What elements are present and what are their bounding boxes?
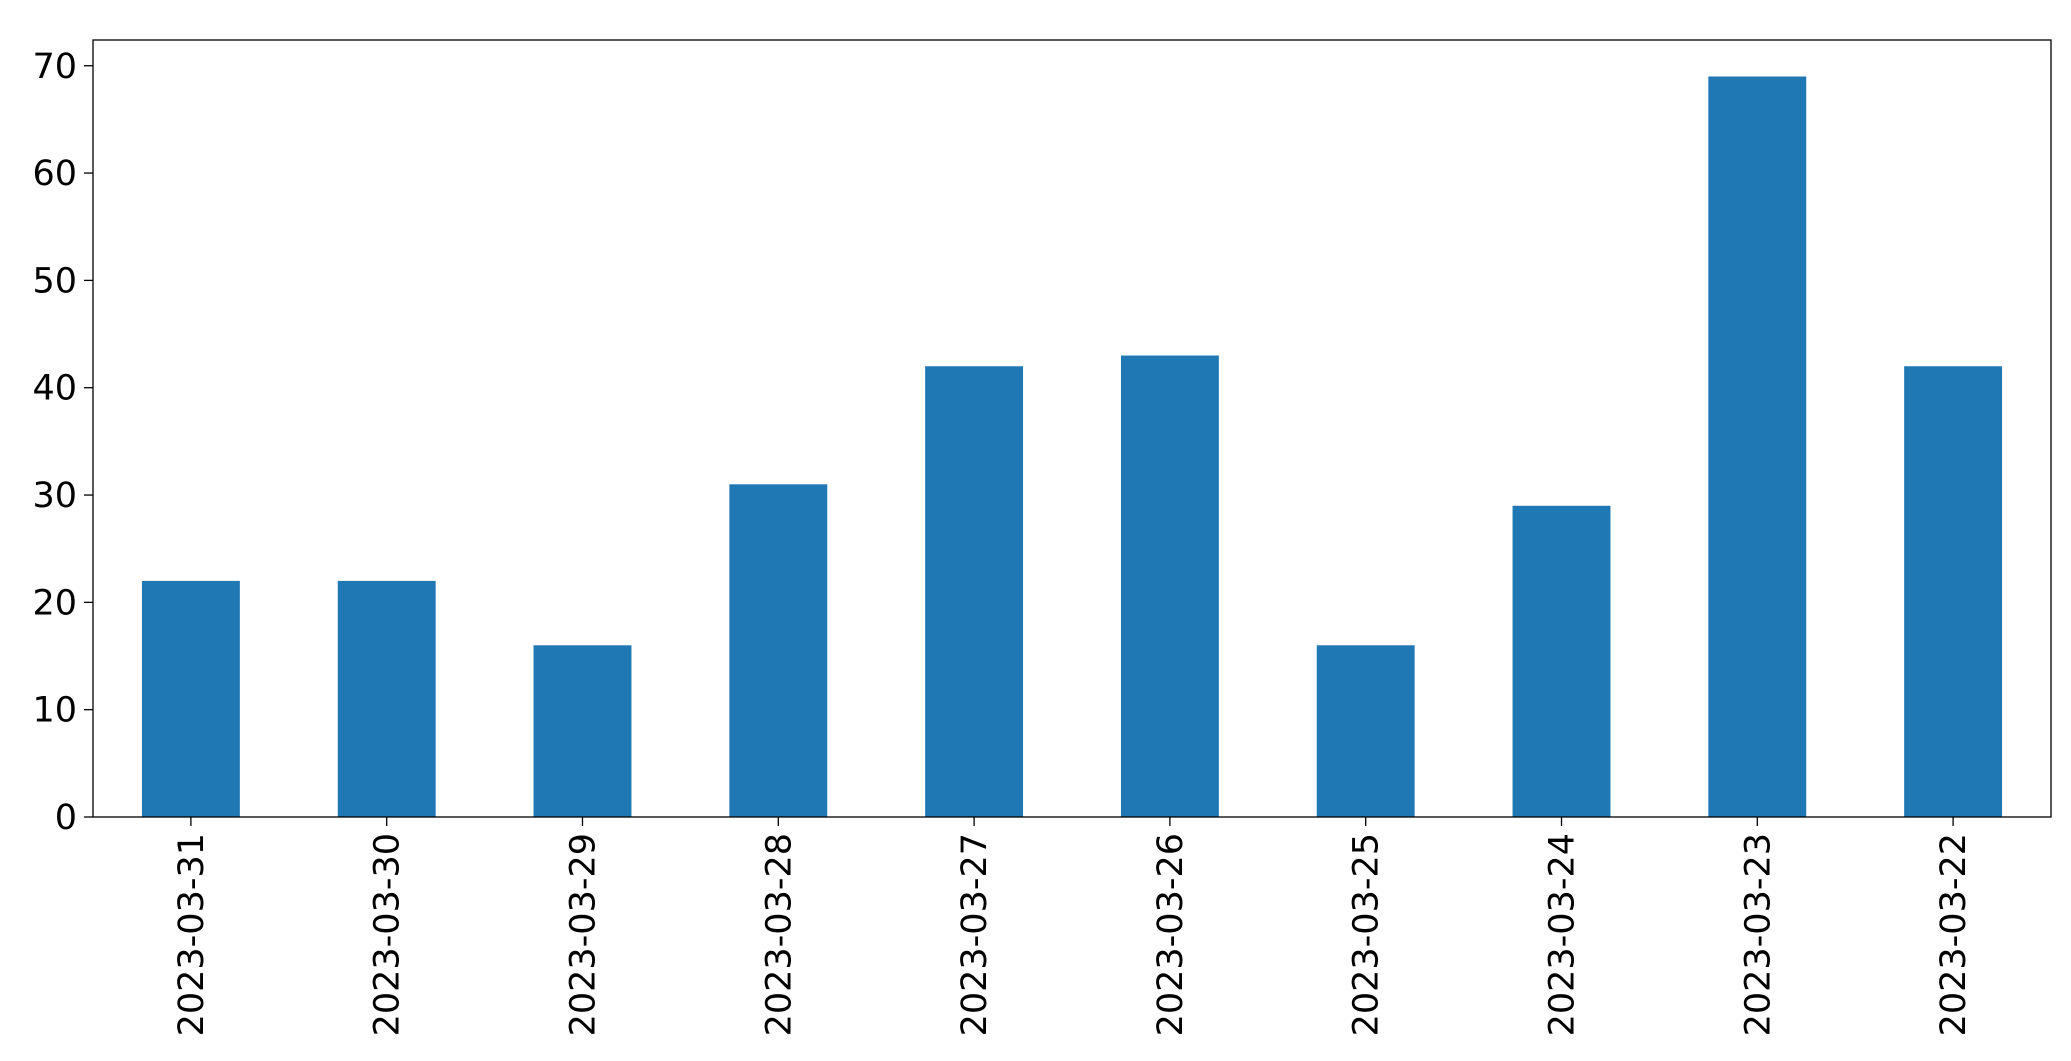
x-tick-label: 2023-03-23 (1738, 833, 1778, 1036)
y-tick-label: 50 (32, 261, 77, 301)
y-tick-label: 30 (32, 476, 77, 516)
x-tick-label: 2023-03-28 (759, 833, 799, 1036)
bar (1512, 505, 1611, 817)
x-tick-label: 2023-03-22 (1934, 833, 1974, 1036)
x-tick-label: 2023-03-24 (1543, 833, 1583, 1036)
y-tick-label: 20 (32, 583, 77, 623)
bar (337, 580, 436, 817)
bar (533, 645, 632, 817)
bar (1708, 76, 1807, 817)
x-tick-label: 2023-03-29 (564, 833, 604, 1036)
x-tick-label: 2023-03-27 (955, 833, 995, 1036)
y-tick-label: 70 (32, 47, 77, 87)
y-tick-label: 60 (32, 154, 77, 194)
x-tick-label: 2023-03-31 (172, 833, 212, 1036)
y-tick-label: 0 (55, 798, 77, 838)
axes-frame (92, 39, 2052, 818)
x-tick-label: 2023-03-26 (1151, 833, 1191, 1036)
bar (1904, 366, 2003, 817)
y-tick-label: 10 (32, 691, 77, 731)
bar (1120, 355, 1219, 817)
bar (925, 366, 1024, 817)
bar (729, 484, 828, 817)
y-tick-label: 40 (32, 369, 77, 409)
bar (1316, 645, 1415, 817)
x-tick-label: 2023-03-30 (368, 833, 408, 1036)
x-tick-label: 2023-03-25 (1347, 833, 1387, 1036)
bar (141, 580, 240, 817)
